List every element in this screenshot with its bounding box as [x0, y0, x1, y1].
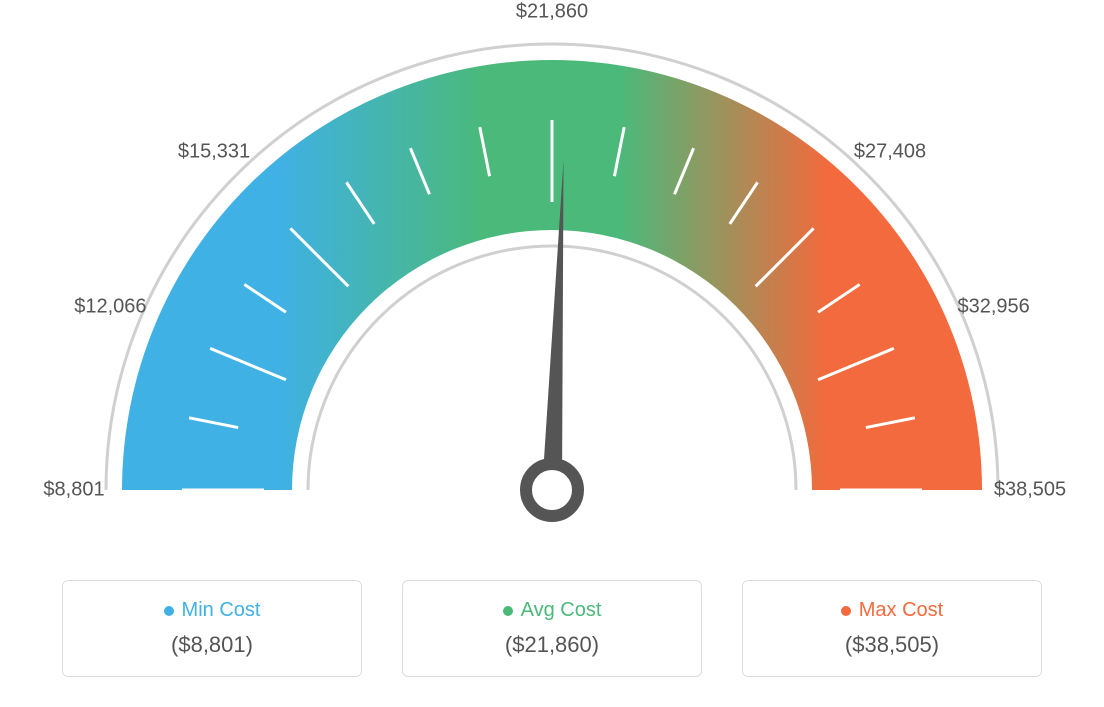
legend-title-max: Max Cost — [753, 599, 1031, 622]
legend-row: Min Cost ($8,801) Avg Cost ($21,860) Max… — [40, 580, 1064, 677]
dot-icon — [164, 606, 174, 616]
legend-title-min: Min Cost — [73, 599, 351, 622]
legend-value-max: ($38,505) — [753, 632, 1031, 658]
gauge-tick-label: $21,860 — [516, 1, 588, 24]
gauge-svg — [40, 30, 1064, 550]
gauge-tick-label: $32,956 — [957, 296, 1029, 319]
gauge-tick-label: $27,408 — [854, 141, 926, 164]
dot-icon — [841, 606, 851, 616]
gauge-tick-label: $8,801 — [43, 479, 104, 502]
gauge-chart: $8,801$12,066$15,331$21,860$27,408$32,95… — [40, 30, 1064, 550]
legend-card-min: Min Cost ($8,801) — [62, 580, 362, 677]
legend-card-avg: Avg Cost ($21,860) — [402, 580, 702, 677]
gauge-tick-label: $12,066 — [74, 296, 146, 319]
legend-label: Min Cost — [182, 599, 261, 621]
legend-label: Avg Cost — [521, 599, 602, 621]
dot-icon — [503, 606, 513, 616]
gauge-tick-label: $15,331 — [178, 141, 250, 164]
legend-value-min: ($8,801) — [73, 632, 351, 658]
legend-label: Max Cost — [859, 599, 943, 621]
gauge-tick-label: $38,505 — [994, 479, 1066, 502]
legend-title-avg: Avg Cost — [413, 599, 691, 622]
legend-value-avg: ($21,860) — [413, 632, 691, 658]
legend-card-max: Max Cost ($38,505) — [742, 580, 1042, 677]
